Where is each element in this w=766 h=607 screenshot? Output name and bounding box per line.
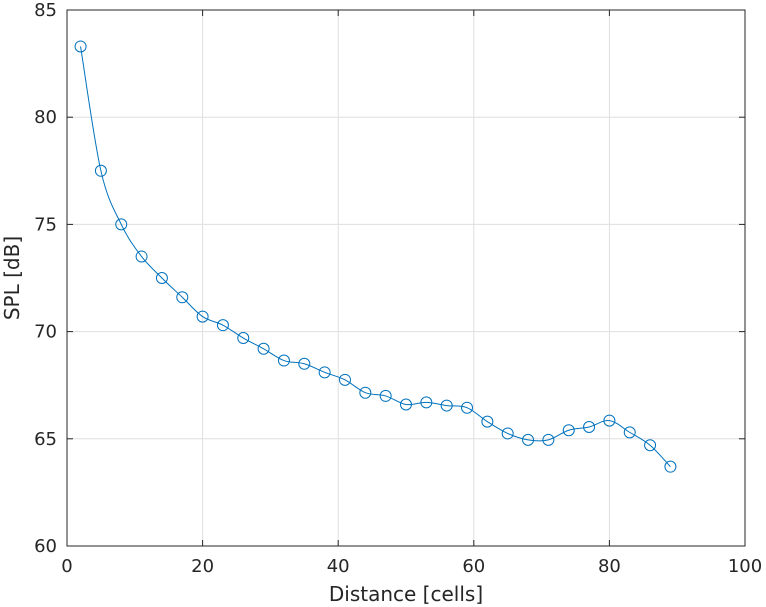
data-point-marker	[583, 421, 596, 434]
y-tick-label: 65	[34, 429, 57, 450]
data-point-marker	[257, 342, 270, 355]
data-point-marker	[298, 357, 311, 370]
data-point-marker	[338, 373, 351, 386]
data-point-marker	[461, 401, 474, 414]
data-point-marker	[176, 291, 189, 304]
data-point-marker	[196, 310, 209, 323]
data-point-marker	[501, 427, 514, 440]
x-tick-labels: 0 20 40 60 80 100	[61, 556, 762, 577]
data-point-marker	[664, 460, 677, 473]
x-tick-label: 80	[598, 556, 621, 577]
data-point-marker	[542, 433, 555, 446]
data-point-marker	[481, 415, 494, 428]
data-point-marker	[318, 366, 331, 379]
y-axis-label: SPL [dB]	[0, 236, 24, 320]
x-tick-label: 0	[61, 556, 72, 577]
data-point-marker	[644, 439, 657, 452]
y-tick-label: 60	[34, 536, 57, 557]
y-tick-label: 70	[34, 322, 57, 343]
x-tick-label: 40	[327, 556, 350, 577]
x-tick-label: 100	[728, 556, 762, 577]
data-point-marker	[115, 218, 128, 231]
x-axis-label: Distance [cells]	[329, 582, 483, 606]
data-point-marker	[155, 272, 168, 284]
data-point-marker	[522, 433, 535, 446]
data-point-marker	[603, 414, 616, 427]
data-point-marker	[562, 424, 575, 437]
plot-background	[67, 10, 745, 546]
x-tick-label: 60	[462, 556, 485, 577]
data-point-marker	[277, 354, 290, 367]
data-point-marker	[74, 40, 87, 53]
y-tick-label: 85	[34, 0, 57, 21]
data-point-marker	[400, 398, 412, 411]
y-tick-label: 75	[34, 214, 57, 235]
data-point-marker	[94, 164, 107, 177]
data-series	[74, 40, 677, 473]
data-point-marker	[440, 399, 453, 412]
data-point-marker	[135, 250, 148, 263]
data-point-marker	[237, 332, 250, 345]
data-point-marker	[420, 396, 433, 409]
y-tick-label: 80	[34, 107, 57, 128]
data-point-marker	[359, 386, 372, 399]
plot-frame	[66, 9, 746, 547]
x-tick-label: 20	[191, 556, 214, 577]
data-point-marker	[623, 426, 636, 439]
y-tick-labels: 60 65 70 75 80 85	[34, 0, 57, 557]
data-point-marker	[216, 319, 229, 332]
data-point-marker	[379, 389, 392, 402]
